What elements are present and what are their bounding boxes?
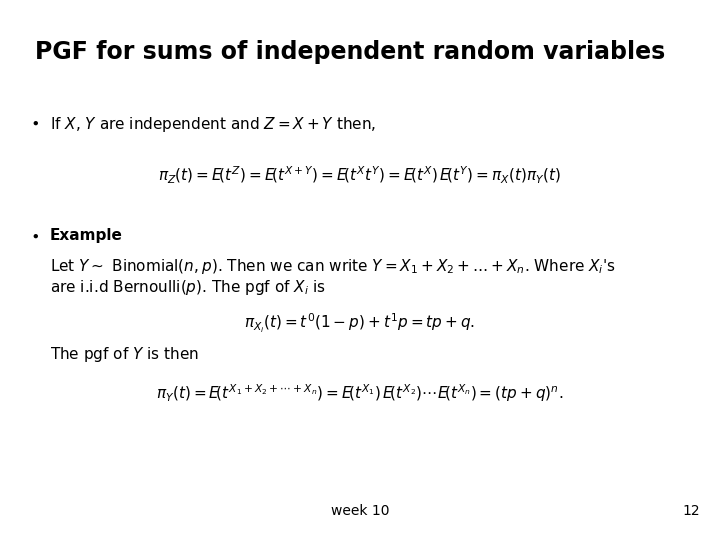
Text: $\pi_Y(t) = E\!(t^{X_1+X_2+\cdots+X_n}) = E\!(t^{X_1})\,E\!(t^{X_2})\cdots E\!(t: $\pi_Y(t) = E\!(t^{X_1+X_2+\cdots+X_n}) … <box>156 382 564 404</box>
Text: $\pi_Z(t) = E\!(t^Z) = E\!(t^{X+Y}) = E\!(t^X t^Y) = E\!(t^X)\,E\!(t^Y) = \pi_X(: $\pi_Z(t) = E\!(t^Z) = E\!(t^{X+Y}) = E\… <box>158 165 562 186</box>
Text: If $X$, $Y$ are independent and $Z = X+Y$ then,: If $X$, $Y$ are independent and $Z = X+Y… <box>50 115 377 134</box>
Text: 12: 12 <box>683 504 700 518</box>
Text: $\bullet$: $\bullet$ <box>30 115 39 130</box>
Text: Let $Y \sim$ Binomial$(n, p)$. Then we can write $Y = X_1+X_2+\ldots+X_n$. Where: Let $Y \sim$ Binomial$(n, p)$. Then we c… <box>50 257 616 276</box>
Text: PGF for sums of independent random variables: PGF for sums of independent random varia… <box>35 40 665 64</box>
Text: Example: Example <box>50 228 123 243</box>
Text: week 10: week 10 <box>330 504 390 518</box>
Text: $\bullet$: $\bullet$ <box>30 228 39 243</box>
Text: $\pi_{X_i}(t) = t^0(1-p)+t^1 p = tp + q.$: $\pi_{X_i}(t) = t^0(1-p)+t^1 p = tp + q.… <box>245 312 475 335</box>
Text: are i.i.d Bernoulli$(p)$. The pgf of $X_i$ is: are i.i.d Bernoulli$(p)$. The pgf of $X_… <box>50 278 325 297</box>
Text: The pgf of $Y$ is then: The pgf of $Y$ is then <box>50 345 199 364</box>
